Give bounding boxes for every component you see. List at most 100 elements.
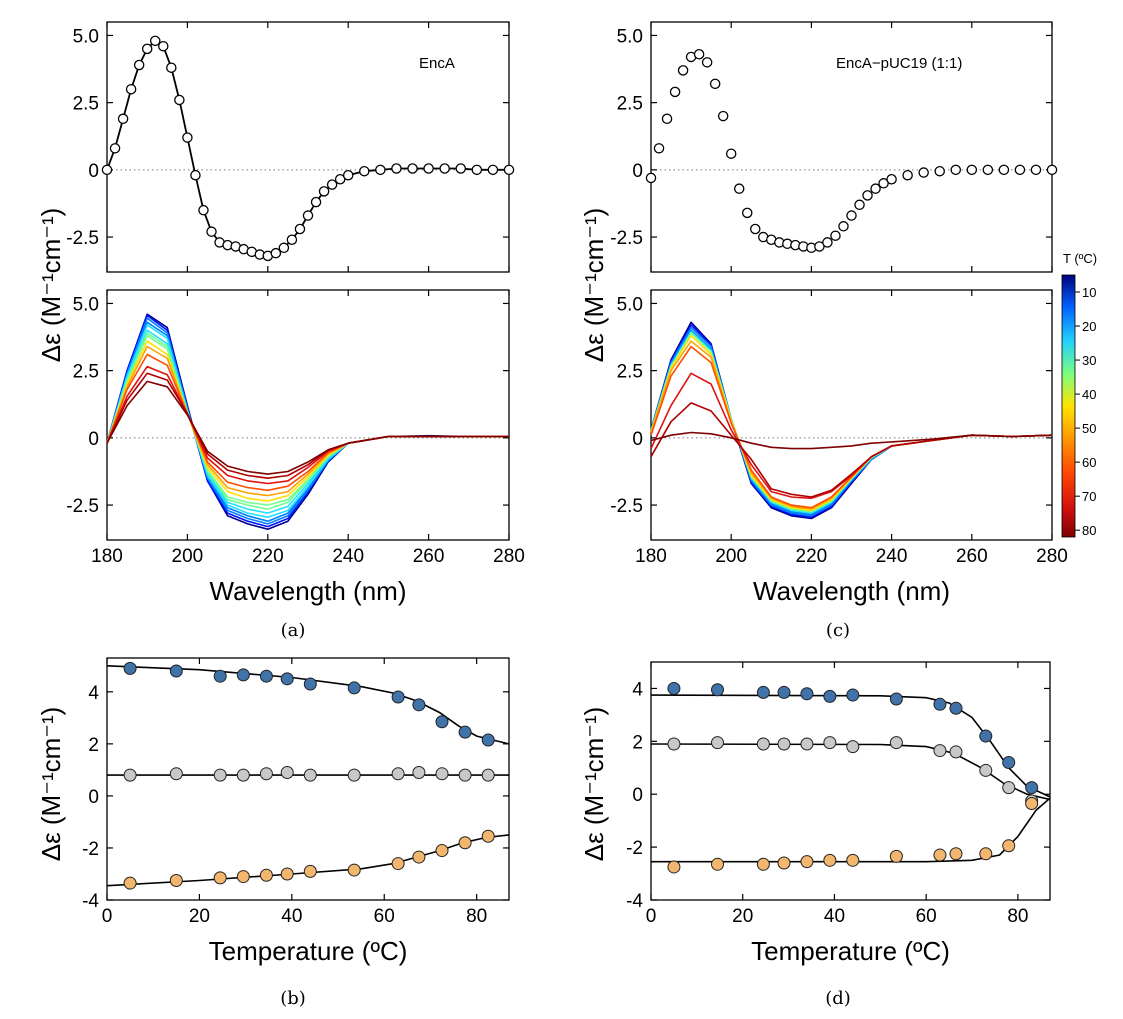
data-point <box>717 110 729 122</box>
data-point <box>886 174 897 185</box>
y-tick-label: 2.5 <box>617 362 643 383</box>
data-point-gray <box>458 768 472 782</box>
x-tick-label: 40 <box>281 906 302 927</box>
data-point-gray <box>213 768 227 782</box>
data-point-gray <box>391 767 405 781</box>
data-point <box>854 199 865 211</box>
data-point <box>701 57 713 68</box>
spectrum-line-72c <box>106 365 509 485</box>
data-point-orange <box>949 847 963 861</box>
data-point-orange <box>435 844 449 858</box>
data-point <box>101 164 113 176</box>
data-point-blue <box>1025 781 1039 795</box>
data-point-orange <box>846 853 860 867</box>
colorbar-tick-label: 80 <box>1082 523 1096 538</box>
data-point-gray <box>481 768 495 782</box>
spectrum-line-60c <box>106 345 509 497</box>
data-point <box>375 164 386 176</box>
data-point <box>838 221 849 232</box>
panel-c-bottom: 180 200 220 240 260 280 -2.5 0 2.5 5.0 Wavelength … <box>610 289 1068 606</box>
data-point <box>503 164 515 176</box>
colorbar-title: T (ºC) <box>1063 251 1097 266</box>
y-tick-label: -2.5 <box>610 228 643 249</box>
data-point-blue <box>412 698 426 712</box>
data-point-gray <box>756 737 770 751</box>
y-axis-label-b: Δε (M⁻¹cm⁻¹) <box>36 707 66 862</box>
data-point <box>359 165 370 177</box>
panel-label-d: (d) <box>825 988 851 1009</box>
data-point <box>182 132 193 143</box>
data-point <box>950 164 962 176</box>
y-tick-label: 4 <box>632 679 643 700</box>
data-point-blue <box>123 661 137 675</box>
data-point <box>918 167 929 178</box>
data-point <box>878 178 889 189</box>
data-point-orange <box>280 867 294 881</box>
data-point-blue <box>979 729 993 743</box>
data-point-gray <box>169 767 183 781</box>
x-tick-label: 0 <box>646 906 657 927</box>
data-point <box>661 113 673 125</box>
y-tick-label: 5.0 <box>73 26 99 47</box>
data-point <box>278 242 290 254</box>
x-tick-label: 0 <box>102 906 113 927</box>
panel-annotation: EncA−pUC19 (1:1) <box>836 55 962 72</box>
data-point <box>407 163 418 174</box>
data-point <box>998 164 1010 176</box>
data-point-blue <box>823 689 837 703</box>
data-point <box>1046 164 1058 176</box>
panel-c-top: -2.5 0 2.5 5.0 EncA−pUC19 (1:1) <box>610 21 1058 273</box>
x-tick-label: 20 <box>189 906 210 927</box>
data-point <box>109 143 121 154</box>
x-tick-label: 40 <box>824 906 845 927</box>
y-axis-label-c: Δε (M⁻¹cm⁻¹) <box>579 208 609 363</box>
data-point-orange <box>756 857 770 871</box>
data-point-blue <box>213 669 227 683</box>
data-point-blue <box>756 685 770 699</box>
y-tick-label: -2 <box>626 838 643 859</box>
data-point-orange <box>823 853 837 867</box>
data-point-blue <box>458 725 472 739</box>
data-point <box>669 86 681 98</box>
data-point-gray <box>800 737 814 751</box>
data-point <box>693 49 705 60</box>
data-point <box>982 164 994 176</box>
data-point-gray <box>259 767 273 781</box>
data-point <box>141 43 153 55</box>
data-point-gray <box>1002 781 1016 795</box>
data-point <box>318 186 330 197</box>
data-point <box>158 40 169 52</box>
data-point <box>471 164 483 176</box>
x-axis-label: Wavelength (nm) <box>753 576 950 606</box>
plot-frame <box>106 657 510 901</box>
colorbar-tick-label: 20 <box>1082 319 1096 334</box>
data-point <box>174 94 185 106</box>
y-tick-label: -2.5 <box>66 496 99 517</box>
data-point-orange <box>1025 796 1039 810</box>
data-point <box>966 164 978 176</box>
y-tick-label: 0 <box>632 161 643 182</box>
temperature-colorbar: T (ºC) 10 20 30 40 50 60 70 80 <box>1061 251 1097 538</box>
data-point <box>741 207 753 219</box>
plot-frame <box>650 21 1053 273</box>
data-point-blue <box>777 685 791 699</box>
data-point <box>326 179 338 190</box>
data-point-gray <box>889 736 903 750</box>
colorbar-gradient <box>1061 274 1076 538</box>
data-point <box>750 223 761 235</box>
data-point-blue <box>391 690 405 704</box>
x-tick-label: 180 <box>635 546 667 567</box>
data-point-gray <box>236 768 250 782</box>
fit-curve-orange <box>651 797 1051 863</box>
y-tick-label: 0 <box>632 785 643 806</box>
data-point-orange <box>259 868 273 882</box>
data-point <box>645 172 657 184</box>
x-tick-label: 200 <box>715 546 747 567</box>
data-point <box>166 62 177 73</box>
data-point-gray <box>711 736 724 750</box>
data-point <box>423 163 434 174</box>
x-tick-label: 180 <box>91 546 123 567</box>
spectrum-line-82c <box>650 431 1053 450</box>
data-point-blue <box>481 733 495 747</box>
y-tick-label: 0 <box>88 429 99 450</box>
